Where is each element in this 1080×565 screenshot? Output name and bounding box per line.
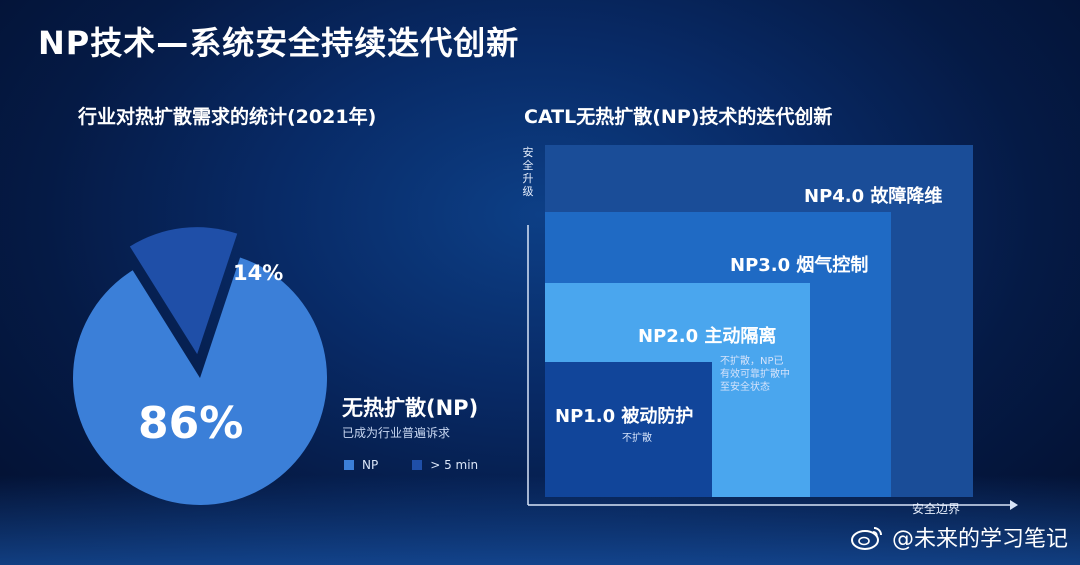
legend-swatch-over-5-min	[412, 460, 423, 470]
np-annotation-title: 无热扩散(NP)	[342, 396, 479, 420]
np-annotation-text: 已成为行业普遍诉求	[342, 426, 451, 440]
weibo-logo-icon	[850, 527, 882, 550]
x-axis-arrow-icon	[1010, 500, 1018, 510]
watermark-text: @未来的学习笔记	[891, 527, 1068, 552]
pie-label-over-5-min: 14%	[233, 261, 284, 285]
legend-label-over-5-min: > 5 min	[430, 458, 479, 472]
step-np4-label: NP4.0 故障降维	[804, 186, 943, 207]
watermark: @未来的学习笔记	[850, 521, 1068, 553]
page-title: NP技术—系统安全持续迭代创新	[38, 24, 520, 62]
pie-legend: NP > 5 min	[344, 458, 512, 472]
pie-label-np: 86%	[138, 398, 244, 449]
step-np2-desc: 不扩散，NP已 有效可靠扩散中 至安全状态	[720, 356, 790, 393]
legend-item-over-5-min: > 5 min	[412, 458, 478, 472]
pie-slice-over-5-min	[129, 227, 238, 355]
x-axis-label: 安全边界	[912, 502, 961, 516]
legend-swatch-np	[344, 460, 354, 470]
step-np1-label: NP1.0 被动防护	[555, 406, 694, 427]
step-np3-label: NP3.0 烟气控制	[730, 255, 869, 276]
step-np1	[545, 362, 712, 497]
step-np1-desc: 不扩散	[622, 433, 652, 444]
pie-chart-title: 行业对热扩散需求的统计(2021年)	[78, 106, 377, 128]
step-np2-label: NP2.0 主动隔离	[638, 326, 777, 347]
pie-slice-np	[72, 257, 327, 506]
legend-item-np: NP	[344, 458, 378, 472]
legend-label-np: NP	[362, 458, 379, 472]
y-axis-label: 安全升级	[522, 146, 534, 198]
stairs-title: CATL无热扩散(NP)技术的迭代创新	[524, 106, 833, 128]
